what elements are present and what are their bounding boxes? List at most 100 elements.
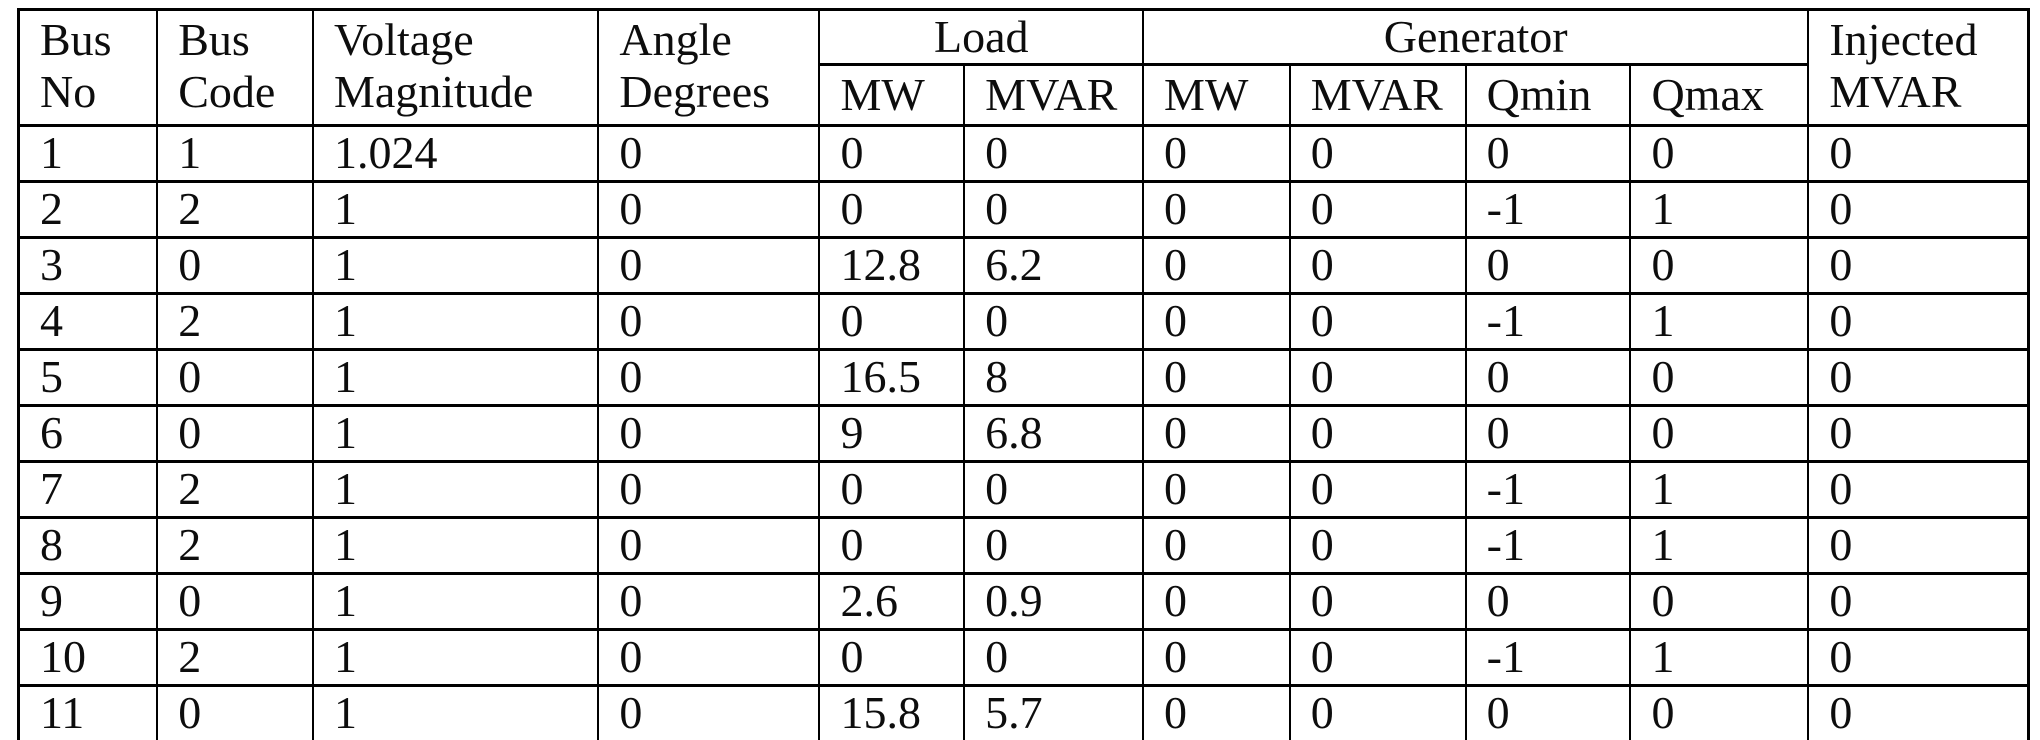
table-cell: 0 [818,459,966,519]
table-cell: 0 [156,347,314,407]
col-group-generator: Generator [1142,8,1810,66]
table-cell: 0.9 [963,571,1145,631]
table-cell: 16.5 [818,347,966,407]
table-cell: 0 [1464,403,1632,463]
table-cell: 0 [597,347,821,407]
table-cell: 9 [818,403,966,463]
table-row: 6 0 1 0 9 6.8 0 0 0 0 0 [17,403,2030,463]
table-cell: 5.7 [963,683,1145,740]
table-cell: 0 [1288,403,1467,463]
table-cell: 0 [597,235,821,295]
table-cell: 0 [1142,403,1291,463]
table-cell: -1 [1464,179,1632,239]
table-cell: 0 [156,683,314,740]
table-cell: 0 [1629,571,1810,631]
table-cell: 0 [963,179,1145,239]
table-cell: 0 [963,459,1145,519]
table-cell: 0 [818,179,966,239]
table-cell: 2.6 [818,571,966,631]
table-cell: 0 [1464,347,1632,407]
table-cell: 9 [17,571,159,631]
table-cell: 1.024 [311,123,600,183]
table-cell: 0 [1629,347,1810,407]
table-cell: 0 [1142,515,1291,575]
table-cell: 7 [17,459,159,519]
table-cell: 0 [156,571,314,631]
table-cell: 0 [1807,347,2030,407]
table-cell: 1 [311,627,600,687]
table-row: 5 0 1 0 16.5 8 0 0 0 0 0 [17,347,2030,407]
table-cell: 1 [1629,291,1810,351]
table-cell: 1 [311,571,600,631]
col-header-gen-qmin: Qmin [1464,62,1632,127]
table-cell: 0 [1807,571,2030,631]
table-cell: 1 [1629,459,1810,519]
table-cell: 0 [1288,347,1467,407]
table-cell: 0 [597,179,821,239]
table-cell: 0 [1464,123,1632,183]
table-cell: 0 [1142,179,1291,239]
table-cell: 0 [156,235,314,295]
table-cell: 0 [1807,627,2030,687]
table-cell: -1 [1464,515,1632,575]
table-cell: 0 [1288,459,1467,519]
table-cell: 0 [1807,123,2030,183]
table-cell: 2 [156,627,314,687]
table-cell: 15.8 [818,683,966,740]
table-cell: 0 [818,291,966,351]
table-cell: 0 [963,515,1145,575]
table-cell: 1 [311,683,600,740]
table-row: 9 0 1 0 2.6 0.9 0 0 0 0 0 [17,571,2030,631]
table-cell: -1 [1464,459,1632,519]
table-cell: 1 [156,123,314,183]
header-group-row: Bus No Bus Code Voltage Magnitude Angle … [17,8,2030,127]
table-cell: 0 [963,627,1145,687]
table-cell: 0 [1142,683,1291,740]
table-cell: 0 [1288,291,1467,351]
table-cell: 5 [17,347,159,407]
bus-data-table: Bus No Bus Code Voltage Magnitude Angle … [17,8,2030,740]
col-header-gen-mvar: MVAR [1288,62,1467,127]
table-cell: 0 [963,291,1145,351]
table-row: 7 2 1 0 0 0 0 0 -1 1 0 [17,459,2030,519]
table-cell: 0 [1464,235,1632,295]
table-cell: 1 [311,459,600,519]
table-cell: 10 [17,627,159,687]
table-cell: 0 [1288,683,1467,740]
table-cell: 0 [156,403,314,463]
col-header-injected-mvar: Injected MVAR [1807,8,2030,127]
table-cell: 1 [311,515,600,575]
table-cell: 6.8 [963,403,1145,463]
col-header-bus-no: Bus No [17,8,159,127]
table-cell: 0 [818,515,966,575]
table-row: 3 0 1 0 12.8 6.2 0 0 0 0 0 [17,235,2030,295]
table-cell: 0 [1288,571,1467,631]
col-header-voltage-magnitude: Voltage Magnitude [311,8,600,127]
table-cell: 4 [17,291,159,351]
table-cell: 0 [1288,515,1467,575]
table-cell: 0 [597,123,821,183]
table-cell: 8 [963,347,1145,407]
table-cell: 0 [1288,179,1467,239]
table-cell: 0 [1807,403,2030,463]
table-cell: 1 [311,347,600,407]
table-cell: 8 [17,515,159,575]
table-cell: 0 [1807,459,2030,519]
table-cell: 1 [1629,179,1810,239]
table-row: 8 2 1 0 0 0 0 0 -1 1 0 [17,515,2030,575]
table-cell: 0 [963,123,1145,183]
table-cell: 1 [311,291,600,351]
table-body: 1 1 1.024 0 0 0 0 0 0 0 0 2 2 1 0 0 0 0 0 -1 1 0 3 0 1 0 12.8 6.2… [17,123,2030,740]
table-cell: 1 [1629,515,1810,575]
table-cell: 0 [1288,123,1467,183]
table-cell: 0 [597,515,821,575]
table-cell: 1 [311,179,600,239]
col-header-load-mvar: MVAR [963,62,1145,127]
table-row: 4 2 1 0 0 0 0 0 -1 1 0 [17,291,2030,351]
table-cell: 0 [597,627,821,687]
table-header: Bus No Bus Code Voltage Magnitude Angle … [17,8,2030,127]
table-cell: 2 [17,179,159,239]
table-row: 11 0 1 0 15.8 5.7 0 0 0 0 0 [17,683,2030,740]
table-row: 10 2 1 0 0 0 0 0 -1 1 0 [17,627,2030,687]
table-cell: 0 [1629,683,1810,740]
